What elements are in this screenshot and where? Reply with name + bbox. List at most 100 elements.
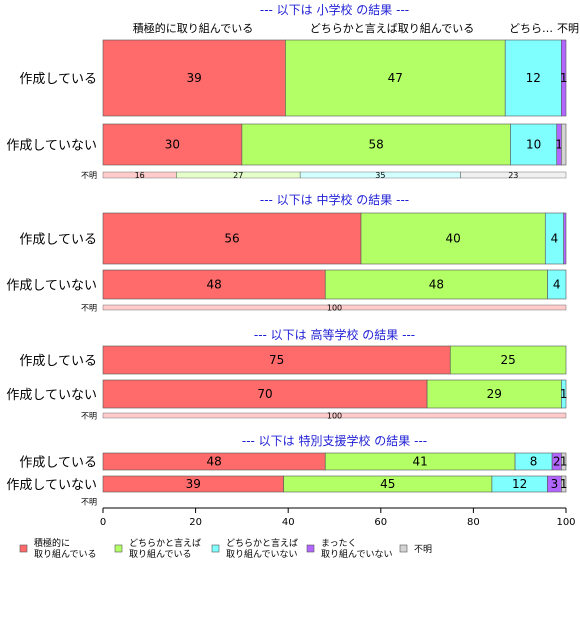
bar-segment xyxy=(102,304,567,311)
row-label: 作成していない xyxy=(6,139,97,154)
section-title: --- 以下は 特別支援学校 の結果 --- xyxy=(242,433,427,448)
legend-label: 不明 xyxy=(414,544,432,555)
x-tick-label: 80 xyxy=(467,517,480,528)
data-label: 1 xyxy=(560,455,568,469)
data-label: 27 xyxy=(233,171,243,180)
bar-segment xyxy=(102,123,243,166)
legend-label: 取り組んでいない xyxy=(321,548,393,560)
data-label: 39 xyxy=(186,477,201,491)
legend-swatch xyxy=(114,544,123,553)
data-label: 23 xyxy=(508,171,518,180)
row-label: 作成していない xyxy=(6,388,97,403)
legend-label: どちらかと言えば xyxy=(226,537,298,549)
bar-segment xyxy=(561,452,567,471)
data-label: 29 xyxy=(487,387,502,401)
legend-label: 取り組んでいない xyxy=(226,548,298,560)
data-label: 39 xyxy=(187,71,202,85)
bar-segment xyxy=(324,269,548,300)
row-label: 作成している xyxy=(19,456,97,471)
bar-segment xyxy=(561,39,567,117)
data-label: 1 xyxy=(560,387,568,401)
data-label: 8 xyxy=(530,455,538,469)
data-label: 35 xyxy=(375,171,385,180)
column-header: どちら… xyxy=(509,22,553,35)
bar-segment xyxy=(426,379,562,409)
bar-segment xyxy=(102,212,362,265)
data-label: 48 xyxy=(206,455,221,469)
data-label: 30 xyxy=(165,138,180,152)
data-label: 3 xyxy=(551,477,559,491)
data-label: 1 xyxy=(560,477,568,491)
data-label: 10 xyxy=(526,138,541,152)
column-header: 不明 xyxy=(557,22,579,35)
row-label: 不明 xyxy=(81,304,97,313)
data-label: 75 xyxy=(269,353,284,367)
data-label: 56 xyxy=(224,232,239,246)
data-label: 70 xyxy=(257,387,272,401)
x-tick-label: 0 xyxy=(100,517,106,528)
x-tick-label: 100 xyxy=(556,517,575,528)
data-label: 16 xyxy=(135,171,145,180)
data-label: 2 xyxy=(553,455,561,469)
legend-swatch xyxy=(19,544,28,553)
row-label: 不明 xyxy=(81,412,97,421)
data-label: 45 xyxy=(380,477,395,491)
data-label: 1 xyxy=(560,71,568,85)
legend-swatch xyxy=(306,544,315,553)
x-tick-label: 40 xyxy=(282,517,295,528)
data-label: 58 xyxy=(369,138,384,152)
section-title: --- 以下は 中学校 の結果 --- xyxy=(260,192,409,207)
bar-segment xyxy=(561,123,567,166)
legend-label: 積極的に xyxy=(34,537,70,549)
section-title: --- 以下は 高等学校 の結果 --- xyxy=(254,327,415,342)
bar-segment xyxy=(563,212,567,265)
bar-segment xyxy=(561,379,567,409)
row-label: 作成している xyxy=(19,233,97,248)
data-label: 100 xyxy=(327,304,342,313)
legend-label: 取り組んでいる xyxy=(129,548,192,560)
bar-segment xyxy=(449,345,567,375)
data-label: 47 xyxy=(388,71,403,85)
data-label: 1 xyxy=(555,138,563,152)
legend-label: 取り組んでいる xyxy=(34,548,97,560)
data-label: 48 xyxy=(429,278,444,292)
bar-segment xyxy=(102,345,451,375)
column-header: 積極的に取り組んでいる xyxy=(133,21,253,35)
bar-segment xyxy=(460,171,567,179)
section-title: --- 以下は 小学校 の結果 --- xyxy=(260,2,409,17)
data-label: 41 xyxy=(413,455,428,469)
row-label: 作成している xyxy=(19,354,97,369)
x-tick-label: 20 xyxy=(189,517,202,528)
bar-segment xyxy=(561,475,567,493)
row-label: 不明 xyxy=(81,171,97,180)
legend-label: どちらかと言えば xyxy=(129,537,201,549)
data-label: 4 xyxy=(551,232,559,246)
legend-swatch xyxy=(399,544,408,553)
bar-segment xyxy=(102,269,326,300)
row-label: 作成していない xyxy=(6,279,97,294)
bar-segment xyxy=(102,379,428,409)
data-label: 12 xyxy=(512,477,527,491)
column-header: どちらかと言えば取り組んでいる xyxy=(310,22,474,35)
legend-swatch xyxy=(211,544,220,553)
x-tick-label: 60 xyxy=(374,517,387,528)
data-label: 100 xyxy=(327,412,342,421)
data-label: 12 xyxy=(526,71,541,85)
row-label: 作成していない xyxy=(6,478,97,493)
data-label: 25 xyxy=(500,353,515,367)
bar-segment xyxy=(285,39,506,117)
row-label: 作成している xyxy=(19,72,97,87)
data-label: 4 xyxy=(553,278,561,292)
bar-segment xyxy=(547,269,567,300)
bar-segment xyxy=(102,412,567,419)
data-label: 40 xyxy=(445,232,460,246)
row-label: 不明 xyxy=(81,498,97,507)
bar-segment xyxy=(510,123,558,166)
bar-segment xyxy=(360,212,546,265)
bar-segment xyxy=(241,123,511,166)
bar-segment xyxy=(102,39,286,117)
bar-segment xyxy=(504,39,562,117)
data-label: 48 xyxy=(206,278,221,292)
legend-label: まったく xyxy=(321,538,357,549)
